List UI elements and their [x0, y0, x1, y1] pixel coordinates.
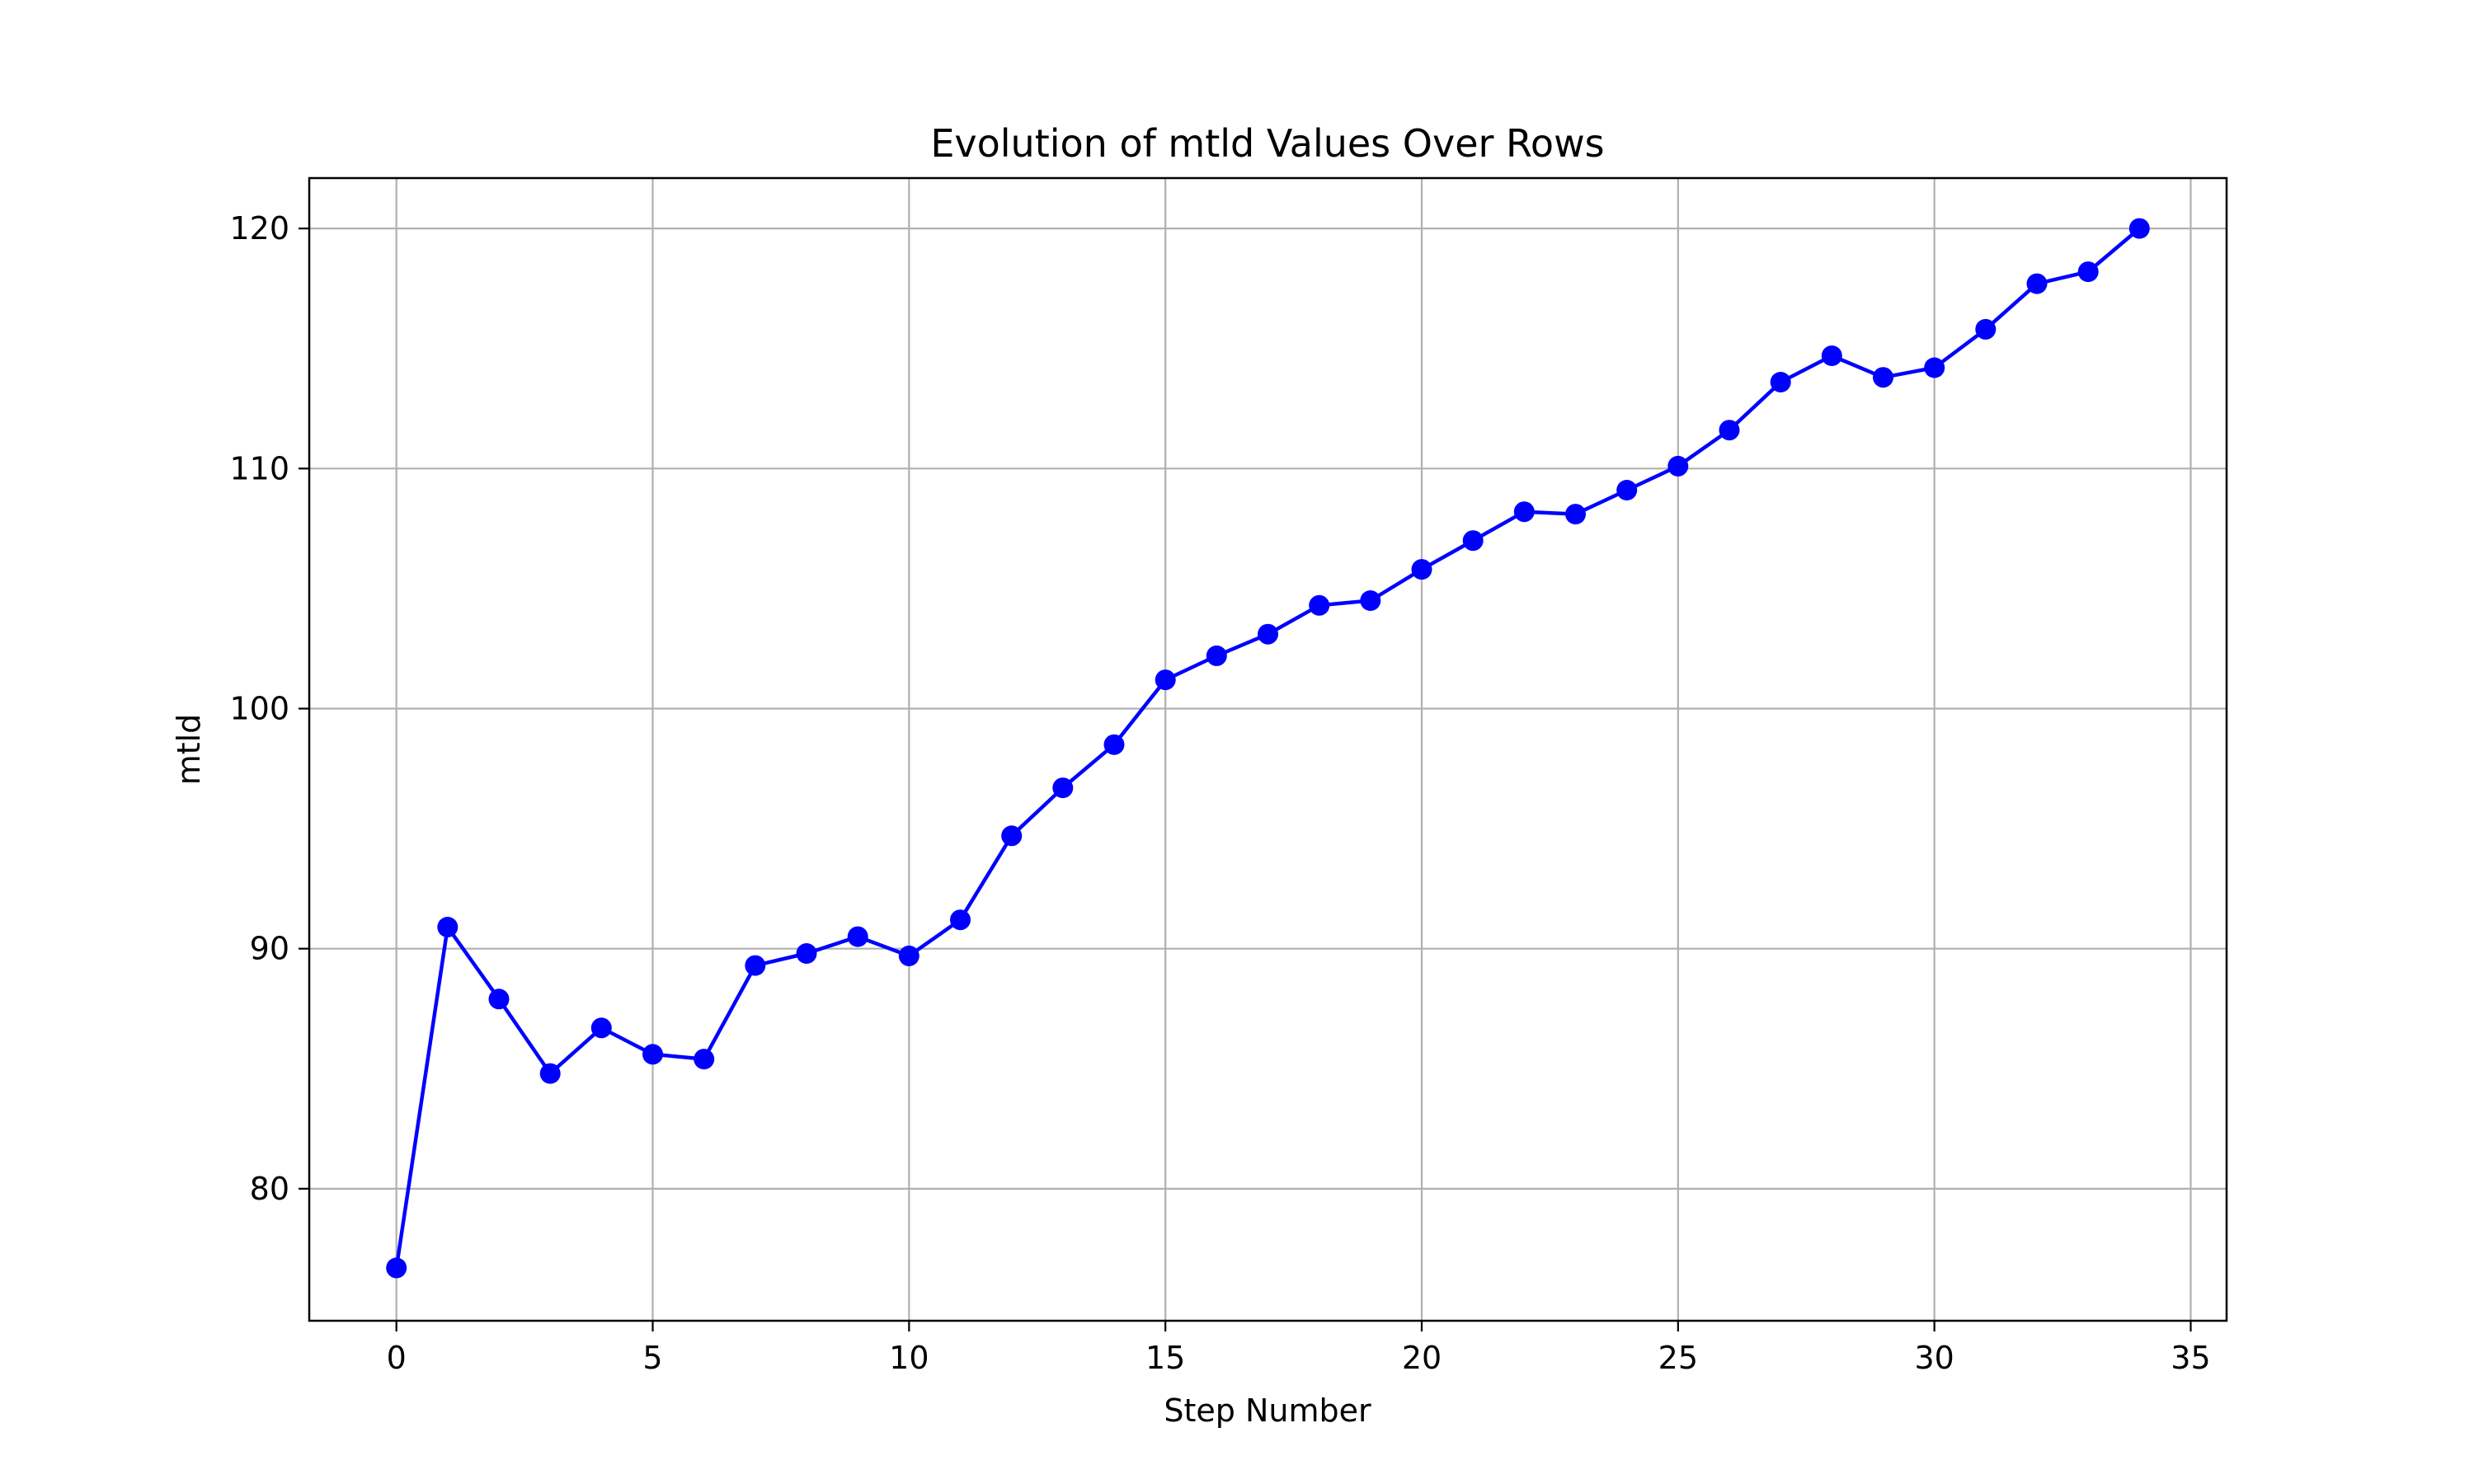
data-point [1411, 559, 1432, 580]
data-point [386, 1257, 407, 1279]
data-point [847, 926, 868, 947]
data-point [898, 945, 920, 966]
data-point [539, 1063, 561, 1084]
data-point [2026, 273, 2048, 294]
data-point [745, 955, 766, 976]
data-point [1001, 825, 1023, 847]
x-axis-label: Step Number [1164, 1392, 1371, 1429]
x-tick-label: 15 [1145, 1340, 1185, 1376]
data-point [437, 917, 459, 937]
data-point [950, 909, 971, 931]
x-tick-label: 5 [642, 1340, 662, 1376]
y-tick-label: 110 [229, 450, 289, 486]
data-point [694, 1049, 715, 1070]
x-tick-label: 25 [1658, 1340, 1698, 1376]
data-point [1924, 357, 1945, 378]
data-point [1975, 318, 1997, 340]
data-point [1667, 455, 1689, 477]
chart-title: Evolution of mtld Values Over Rows [930, 121, 1604, 166]
data-point [1513, 501, 1535, 523]
data-point [1258, 623, 1278, 645]
data-point [1206, 645, 1227, 666]
y-axis-label: mtld [171, 714, 207, 786]
series-layer [386, 218, 2150, 1279]
axis-ticks: 0 5 10 15 20 25 30 35 80 90 100 110 120 [229, 210, 2210, 1376]
data-point [1565, 504, 1586, 525]
data-point [1616, 480, 1638, 500]
data-point [1462, 530, 1484, 552]
grid-lines [309, 178, 2227, 1321]
x-tick-label: 30 [1914, 1340, 1954, 1376]
data-point [590, 1017, 612, 1039]
data-point [1873, 367, 1893, 388]
x-tick-label: 20 [1402, 1340, 1442, 1376]
plot-frame [308, 176, 2228, 1322]
data-point [1155, 669, 1176, 691]
data-point [1719, 420, 1740, 441]
data-point [1770, 372, 1791, 392]
data-point [1821, 345, 1842, 366]
data-point [2128, 218, 2150, 239]
data-point [1103, 734, 1125, 755]
data-point [642, 1044, 663, 1065]
data-point [488, 989, 510, 1010]
data-point [2077, 261, 2099, 283]
x-tick-label: 0 [387, 1340, 407, 1376]
y-tick-label: 80 [250, 1171, 289, 1207]
x-tick-label: 35 [2171, 1340, 2210, 1376]
y-tick-label: 100 [229, 691, 289, 727]
data-point [1309, 594, 1330, 616]
y-tick-label: 120 [229, 210, 289, 247]
data-point [796, 943, 817, 964]
x-tick-label: 10 [889, 1340, 929, 1376]
y-tick-label: 90 [250, 931, 289, 967]
data-point [1360, 590, 1381, 611]
data-point [1052, 777, 1074, 799]
